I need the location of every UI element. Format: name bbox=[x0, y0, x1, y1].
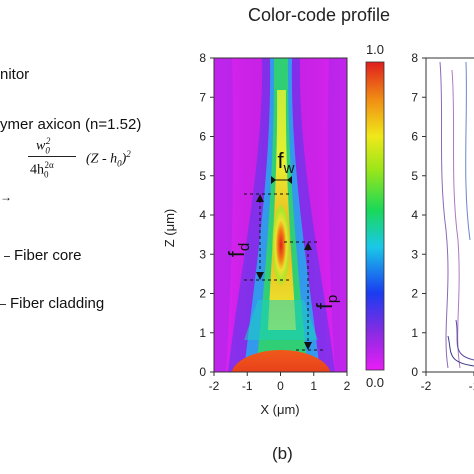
x-tick-label: 2 bbox=[344, 379, 351, 393]
subfigure-label: (b) bbox=[272, 444, 293, 463]
figure-title: Color-code profile bbox=[248, 5, 391, 25]
y-axis: 0 1 2 3 4 5 6 7 8 bbox=[199, 51, 214, 379]
axicon-label: ymer axicon (n=1.52) bbox=[0, 116, 142, 133]
contour-x-tick-label: -2 bbox=[421, 379, 432, 393]
annotation-fw bbox=[271, 176, 292, 184]
annotation-label-fd: fd bbox=[224, 243, 253, 257]
annotation-fd bbox=[244, 193, 292, 281]
x-tick-label: 1 bbox=[310, 379, 317, 393]
contour-y-tick-label: 7 bbox=[411, 90, 418, 104]
x-axis-title: X (μm) bbox=[260, 402, 299, 417]
colorbar-min-label: 0.0 bbox=[366, 375, 384, 390]
equation-numerator: w02 bbox=[36, 136, 51, 156]
y-tick-label: 7 bbox=[199, 90, 206, 104]
beam-field bbox=[214, 58, 347, 372]
arrow-icon: → bbox=[0, 190, 12, 204]
annotation-fp bbox=[284, 241, 324, 351]
y-tick-label: 3 bbox=[199, 247, 206, 261]
axicon-equation: w02 4h02α (Z - h0)2 bbox=[20, 136, 190, 188]
colorbar bbox=[365, 61, 385, 371]
fiber-cladding-label: Fiber cladding bbox=[0, 295, 104, 312]
contour-y-tick-label: 0 bbox=[411, 365, 418, 379]
contour-y-axis: 0 1 2 3 4 5 6 7 8 bbox=[411, 51, 426, 379]
contour-y-tick-label: 3 bbox=[411, 247, 418, 261]
x-axis: -2 -1 0 1 2 bbox=[209, 372, 351, 393]
contour-y-tick-label: 6 bbox=[411, 130, 418, 144]
monitor-label: nitor bbox=[0, 66, 30, 83]
y-tick-label: 4 bbox=[199, 208, 206, 222]
contour-y-tick-label: 8 bbox=[411, 51, 418, 65]
y-tick-label: 5 bbox=[199, 169, 206, 183]
y-tick-label: 2 bbox=[199, 287, 206, 301]
y-axis-title: Z (μm) bbox=[162, 209, 177, 248]
x-tick-label: 0 bbox=[277, 379, 284, 393]
fraction-bar bbox=[28, 156, 76, 157]
contour-y-tick-label: 1 bbox=[411, 326, 418, 340]
contour-x-tick-label: -1 bbox=[469, 379, 474, 393]
contour-y-tick-label: 2 bbox=[411, 287, 418, 301]
x-tick-label: -1 bbox=[242, 379, 253, 393]
colorbar-max-label: 1.0 bbox=[366, 42, 384, 57]
leader-line-icon bbox=[0, 303, 6, 305]
annotation-label-fp: fp bbox=[312, 295, 341, 309]
equation-denominator: 4h02α bbox=[30, 160, 54, 180]
y-tick-label: 0 bbox=[199, 365, 206, 379]
y-tick-label: 1 bbox=[199, 326, 206, 340]
equation-tail: (Z - h0)2 bbox=[86, 149, 131, 169]
contour-lines bbox=[439, 61, 474, 369]
fiber-core-label: Fiber core bbox=[4, 247, 82, 264]
x-tick-label: -2 bbox=[209, 379, 220, 393]
y-tick-label: 6 bbox=[199, 130, 206, 144]
contour-y-tick-label: 5 bbox=[411, 169, 418, 183]
contour-x-axis: -2 -1 bbox=[421, 372, 474, 393]
y-tick-label: 8 bbox=[199, 51, 206, 65]
leader-line-icon bbox=[4, 255, 10, 257]
contour-y-tick-label: 4 bbox=[411, 208, 418, 222]
annotation-label-fw: fw bbox=[278, 148, 295, 177]
